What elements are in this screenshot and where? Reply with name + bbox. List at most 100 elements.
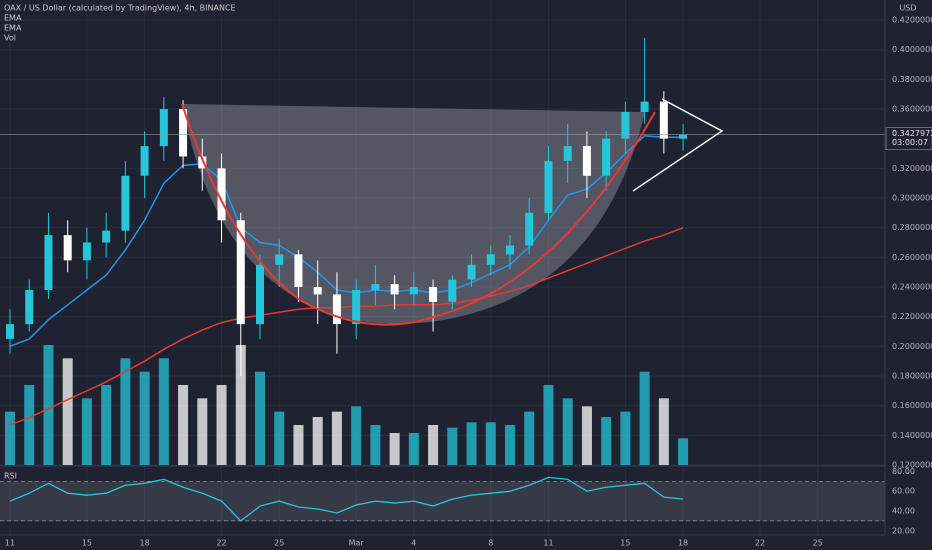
x-tick-label: 15 (82, 539, 92, 548)
volume-bar (370, 425, 381, 465)
volume-bar (485, 422, 496, 465)
volume-bar (601, 417, 612, 465)
y-tick-label: 0.36000000 (892, 105, 932, 114)
candle-body (467, 264, 476, 280)
candle-body (217, 168, 226, 221)
x-tick-label: 4 (411, 539, 416, 548)
candle-body (582, 146, 591, 176)
volume-bar (620, 411, 631, 465)
legend-entry: Vol (4, 34, 16, 43)
candle-body (506, 245, 514, 255)
candle-body (25, 289, 34, 325)
y-tick-label: 0.26000000 (892, 253, 932, 262)
candle-body (332, 294, 341, 325)
candle-body (429, 287, 438, 302)
candle-body (313, 287, 322, 295)
candle-body (159, 109, 168, 147)
candle-body (121, 175, 130, 231)
candle-body (563, 146, 572, 161)
x-tick-label: 22 (755, 539, 765, 548)
x-tick-label: 11 (543, 539, 553, 548)
candle-body (275, 254, 284, 265)
candle-body (371, 284, 380, 290)
volume-bar (312, 417, 323, 465)
candle-body (409, 287, 418, 295)
candle-body (82, 242, 91, 261)
volume-bar (120, 358, 131, 465)
volume-bar (562, 398, 573, 465)
y-tick-label: 0.20000000 (892, 342, 932, 351)
candle-body (659, 101, 668, 139)
y-tick-label: 0.12000000 (892, 461, 932, 470)
candle-body (236, 220, 245, 325)
candle-body (63, 235, 72, 261)
x-tick-label: 25 (813, 539, 823, 548)
volume-bar (389, 433, 400, 465)
y-tick-label: 0.16000000 (892, 401, 932, 410)
cup-curve (181, 103, 656, 326)
rsi-line (9, 476, 684, 522)
candle-body (294, 254, 303, 288)
candle-body (390, 284, 399, 295)
x-tick-label: Mar (349, 539, 365, 548)
volume-bar (101, 385, 112, 465)
volume-bar (178, 385, 189, 465)
candle-body (486, 254, 495, 265)
x-tick-label: 8 (488, 539, 493, 548)
y-tick-label: 0.30000000 (892, 194, 932, 203)
volume-bar (235, 345, 246, 465)
y-tick-label: 0.38000000 (892, 75, 932, 84)
volume-bar (466, 422, 477, 465)
y-tick-label: 0.14000000 (892, 431, 932, 440)
x-tick-label: 25 (274, 539, 284, 548)
volume-bar (255, 371, 265, 465)
triangle-pattern (632, 98, 724, 192)
candle-body (102, 230, 111, 243)
candle-body (640, 101, 649, 112)
volume-bar (274, 411, 285, 465)
countdown-label: 03:00:07 (892, 138, 928, 147)
y-tick-label: 80.00 (892, 467, 915, 476)
last-price-box (885, 127, 932, 150)
y-tick-label: 0.40000000 (892, 45, 932, 54)
y-axis-label: USD (899, 4, 916, 13)
chart-title: OAX / US Dollar (calculated by TradingVi… (4, 4, 236, 13)
ema-line (9, 134, 684, 348)
volume-bar (216, 385, 227, 465)
volume-bar (197, 398, 208, 465)
candle-body (448, 279, 457, 302)
candle-body (621, 111, 630, 139)
x-tick-label: 11 (5, 539, 15, 548)
rsi-band (0, 481, 885, 521)
legend-entry: EMA (4, 24, 22, 33)
y-tick-label: 0.42000000 (892, 16, 932, 25)
volume-bar (428, 425, 439, 465)
volume-bar (581, 406, 592, 465)
volume-bar (293, 425, 304, 465)
volume-bar (5, 411, 15, 465)
y-tick-label: 40.00 (892, 506, 915, 515)
candle-body (179, 109, 188, 157)
candle-body (198, 156, 207, 169)
candle-body (602, 138, 611, 176)
x-tick-label: 22 (216, 539, 226, 548)
x-tick-label: 18 (140, 539, 150, 548)
y-tick-label: 0.28000000 (892, 223, 932, 232)
candle-body (544, 160, 553, 213)
volume-bar (24, 385, 35, 465)
x-tick-label: 18 (678, 539, 688, 548)
candle-body (352, 289, 361, 325)
volume-bar (139, 371, 150, 465)
volume-bar (524, 411, 535, 465)
volume-bar (81, 398, 92, 465)
y-tick-label: 0.22000000 (892, 312, 932, 321)
y-tick-label: 0.18000000 (892, 372, 932, 381)
volume-bar (62, 358, 73, 465)
volume-bar (505, 425, 515, 465)
ema-line (9, 226, 684, 426)
volume-bar (447, 427, 458, 465)
volume-bar (408, 433, 419, 465)
